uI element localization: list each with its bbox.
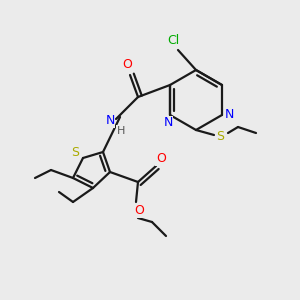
Text: S: S [216, 130, 224, 143]
Text: O: O [122, 58, 132, 71]
Text: H: H [117, 126, 125, 136]
Text: Cl: Cl [167, 34, 179, 46]
Text: O: O [134, 205, 144, 218]
Text: N: N [105, 115, 115, 128]
Text: N: N [163, 116, 173, 130]
Text: N: N [224, 107, 234, 121]
Text: O: O [156, 152, 166, 166]
Text: S: S [71, 146, 79, 160]
